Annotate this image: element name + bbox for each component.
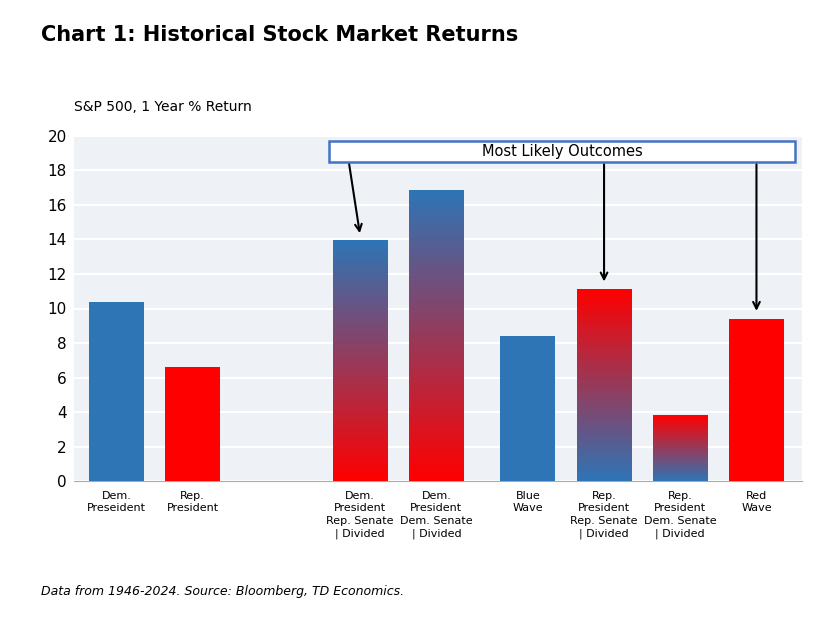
FancyBboxPatch shape — [329, 141, 796, 162]
Text: Most Likely Outcomes: Most Likely Outcomes — [482, 144, 643, 159]
Text: Chart 1: Historical Stock Market Returns: Chart 1: Historical Stock Market Returns — [41, 25, 519, 44]
Bar — [729, 319, 784, 481]
Bar — [89, 302, 144, 481]
Bar — [500, 336, 555, 481]
Bar — [165, 367, 220, 481]
Text: S&P 500, 1 Year % Return: S&P 500, 1 Year % Return — [74, 100, 252, 114]
Text: Data from 1946-2024. Source: Bloomberg, TD Economics.: Data from 1946-2024. Source: Bloomberg, … — [41, 586, 404, 598]
